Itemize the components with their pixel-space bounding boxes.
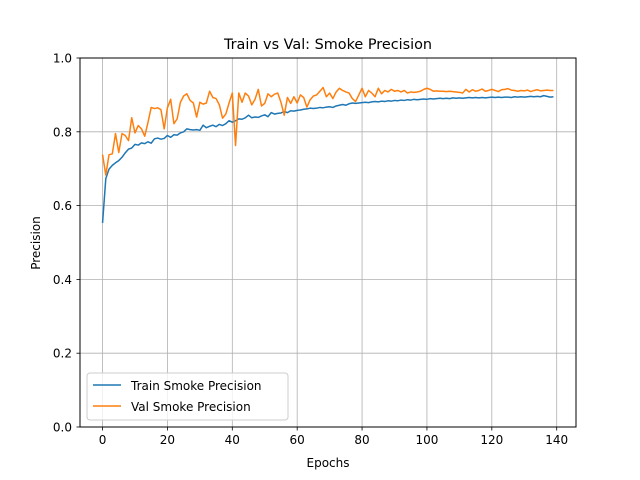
val-precision-line xyxy=(101,86,554,176)
train-precision-line xyxy=(101,94,554,223)
y-axis-label: Precision xyxy=(29,216,43,270)
y-tick-label: 0.8 xyxy=(53,125,72,139)
y-tick-label: 0.4 xyxy=(53,273,72,287)
legend-label-train: Train Smoke Precision xyxy=(130,379,262,393)
ticks: 0 20 40 60 80 100 120 140 0.0 0.2 0.4 0.6 0.8 1.0 xyxy=(53,52,568,448)
legend: Train Smoke Precision Val Smoke Precisio… xyxy=(86,372,289,421)
plot-frame xyxy=(79,57,577,428)
y-tick-label: 1.0 xyxy=(53,52,72,66)
x-tick-label: 120 xyxy=(480,433,503,447)
legend-box xyxy=(86,372,289,421)
x-axis-label: Epochs xyxy=(307,456,350,470)
legend-label-val: Val Smoke Precision xyxy=(131,400,251,414)
x-tick-label: 140 xyxy=(545,433,568,447)
series-layer xyxy=(101,86,554,223)
x-tick-label: 0 xyxy=(99,433,107,447)
chart-title: Train vs Val: Smoke Precision xyxy=(223,37,432,53)
y-tick-label: 0.0 xyxy=(53,421,72,435)
x-tick-label: 100 xyxy=(415,433,438,447)
x-tick-label: 20 xyxy=(160,433,175,447)
y-tick-label: 0.2 xyxy=(53,347,72,361)
x-tick-label: 40 xyxy=(225,433,240,447)
x-tick-label: 80 xyxy=(354,433,369,447)
y-tick-label: 0.6 xyxy=(53,199,72,213)
x-tick-label: 60 xyxy=(290,433,305,447)
